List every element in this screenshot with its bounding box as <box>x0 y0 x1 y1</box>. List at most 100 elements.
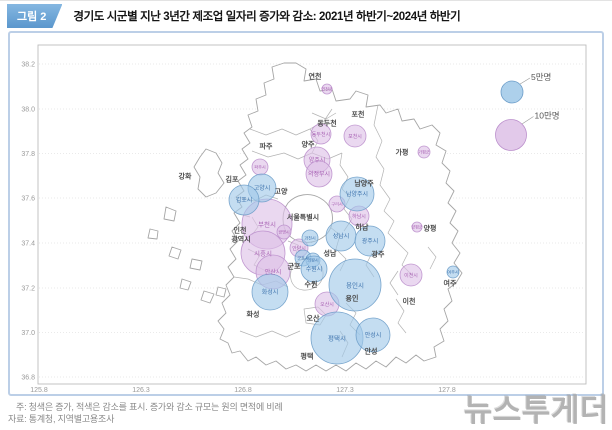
city-bubble <box>321 83 333 95</box>
city-bubble <box>310 123 332 145</box>
city-bubble-label: 광명시 <box>278 229 290 235</box>
city-bubble <box>446 265 460 279</box>
region-label: 여주 <box>444 279 457 288</box>
region-label: 화성 <box>247 310 260 319</box>
city-bubble-label: 여주시 <box>447 269 459 276</box>
x-tick-label: 126.3 <box>132 387 150 394</box>
city-bubble-label: 구리시 <box>331 201 343 208</box>
region-label: 동두천 <box>317 119 336 128</box>
region-label: 하남 <box>356 223 369 232</box>
news-watermark: 뉴스투게더 <box>463 393 609 428</box>
region-label: 가평 <box>396 148 409 157</box>
city-bubble-label: 가평군 <box>418 149 430 156</box>
city-bubble-label: 의정부시 <box>308 170 330 178</box>
region-label: 용인 <box>346 294 359 303</box>
city-bubble-label: 과천시 <box>304 235 316 242</box>
city-bubble <box>305 160 333 188</box>
region-label: 강화 <box>179 172 192 181</box>
city-bubble-label: 파주시 <box>254 164 266 171</box>
y-tick-label: 37.4 <box>21 241 35 248</box>
city-bubble-label: 오산시 <box>320 301 334 308</box>
city-bubble-label: 안양시 <box>292 245 306 252</box>
region-label: 고양 <box>275 187 288 196</box>
region-label: 성남 <box>324 249 337 258</box>
region-label: 평택 <box>301 352 314 361</box>
y-tick-label: 36.8 <box>21 375 35 382</box>
x-tick-label: 125.8 <box>30 387 48 394</box>
city-bubble <box>399 263 423 287</box>
city-bubble-label: 양평군 <box>411 224 423 230</box>
figure-title: 경기도 시군별 지난 3년간 제조업 일자리 증가와 감소: 2021년 하반기… <box>73 11 461 23</box>
city-bubble <box>300 255 328 283</box>
axis-layer: 38.2 38.0 37.8 37.6 37.4 37.2 37.0 36.8 125.8 126… <box>21 44 587 394</box>
legend-circle <box>500 80 524 104</box>
region-label: 남양주 <box>354 179 374 188</box>
region-label: 포천 <box>352 110 365 119</box>
legend-circle <box>495 119 527 151</box>
city-bubble-label: 시흥시 <box>254 248 272 257</box>
region-label: 광역시 <box>231 235 250 244</box>
y-tick-label: 37.0 <box>21 330 35 337</box>
city-bubble-label: 안성시 <box>365 331 382 339</box>
city-bubble <box>328 258 382 312</box>
y-tick-label: 37.6 <box>21 196 35 203</box>
city-bubble-label: 이천시 <box>404 272 418 279</box>
city-bubble-label: 양주시 <box>309 156 326 164</box>
region-label: 오산 <box>307 314 320 323</box>
city-bubble-label: 동두천시 <box>312 131 330 138</box>
city-bubble-label: 평택시 <box>328 333 346 342</box>
region-label: 양주 <box>302 140 315 149</box>
city-bubble-label: 광주시 <box>362 238 379 245</box>
region-label: 이천 <box>403 297 416 306</box>
y-tick-label: 38.0 <box>21 107 35 114</box>
city-bubble-label: 고양시 <box>254 184 271 192</box>
legend-label: 5만명 <box>531 72 551 82</box>
region-label: 군포 <box>288 263 301 271</box>
city-bubble <box>276 224 292 240</box>
city-bubble-label: 군포시 <box>297 256 309 261</box>
city-bubble <box>251 273 289 311</box>
city-bubble <box>343 124 367 148</box>
region-label: 양평 <box>424 224 437 233</box>
city-bubble-label: 하남시 <box>352 213 366 220</box>
legend-pointer-line <box>521 116 534 125</box>
city-bubble-label: 화성시 <box>262 288 279 296</box>
region-label: 인천 <box>234 226 247 235</box>
city-bubble-label: 안산시 <box>265 268 282 276</box>
city-bubble <box>355 317 391 353</box>
chart-footnote: 주: 청색은 증가, 적색은 감소를 표시. 증가와 감소 규모는 원의 면적에… <box>16 402 283 412</box>
y-tick-label: 37.2 <box>21 286 35 293</box>
region-label: 광주 <box>372 250 385 259</box>
city-bubble-label: 용인시 <box>346 280 364 289</box>
city-bubble-label: 김포시 <box>236 197 253 204</box>
region-label: 수원 <box>305 280 318 289</box>
city-bubble-label: 포천시 <box>348 133 362 140</box>
bubble-layer <box>228 83 460 365</box>
region-label: 김포 <box>226 175 239 184</box>
y-tick-label: 37.8 <box>21 151 35 158</box>
city-bubble <box>301 229 319 247</box>
city-bubble-label: 의왕시 <box>307 257 319 264</box>
ganghwa-island <box>193 148 225 198</box>
island <box>147 206 227 304</box>
legend: 5만명 10만명 <box>495 72 560 151</box>
city-bubble <box>228 184 260 216</box>
city-bubble-label: 수원시 <box>306 265 323 273</box>
figure-number-badge: 그림 2 <box>7 4 62 28</box>
region-label: 연천 <box>309 72 322 81</box>
plot-frame <box>37 44 587 385</box>
city-bubble-label: 부천시 <box>258 219 276 228</box>
chart-source: 자료: 통계청, 지역별고용조사 <box>8 414 115 424</box>
city-bubble <box>417 145 431 159</box>
x-tick-label: 126.8 <box>234 387 252 394</box>
region-label: 서울특별시 <box>287 213 319 222</box>
city-bubble <box>354 225 386 257</box>
legend-label: 10만명 <box>535 111 560 121</box>
city-bubble <box>411 221 423 233</box>
city-bubble-label: 연천군 <box>321 86 333 92</box>
legend-pointer-line <box>519 77 531 85</box>
